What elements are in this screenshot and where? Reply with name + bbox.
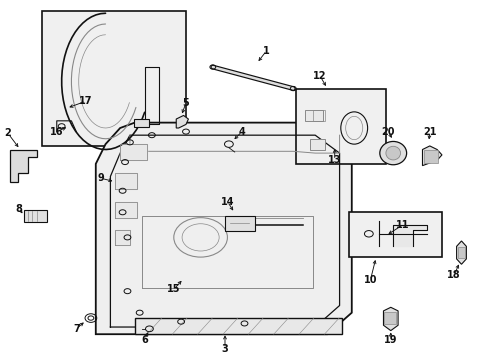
FancyBboxPatch shape bbox=[134, 119, 149, 127]
Polygon shape bbox=[115, 202, 137, 218]
Polygon shape bbox=[383, 307, 397, 330]
Text: 11: 11 bbox=[395, 220, 409, 230]
Text: 5: 5 bbox=[182, 98, 189, 108]
Polygon shape bbox=[456, 241, 466, 264]
Bar bbox=[457, 247, 464, 258]
Polygon shape bbox=[10, 149, 37, 182]
Bar bbox=[424, 150, 437, 163]
Text: 2: 2 bbox=[4, 129, 11, 138]
Text: 6: 6 bbox=[141, 334, 147, 345]
Polygon shape bbox=[96, 123, 351, 334]
Text: 13: 13 bbox=[327, 155, 341, 165]
Text: 1: 1 bbox=[263, 46, 269, 56]
Polygon shape bbox=[176, 116, 188, 128]
Bar bbox=[42, 12, 185, 146]
Ellipse shape bbox=[385, 146, 400, 160]
Text: 19: 19 bbox=[383, 334, 397, 345]
Text: 7: 7 bbox=[73, 324, 80, 334]
Text: 9: 9 bbox=[97, 173, 104, 183]
Polygon shape bbox=[115, 230, 130, 244]
Text: 21: 21 bbox=[422, 127, 436, 136]
Text: 14: 14 bbox=[220, 197, 234, 207]
Polygon shape bbox=[422, 146, 441, 166]
Text: 17: 17 bbox=[79, 96, 93, 106]
Bar bbox=[305, 110, 322, 121]
Text: 18: 18 bbox=[447, 270, 460, 280]
Bar bbox=[348, 212, 441, 257]
Text: 3: 3 bbox=[221, 343, 228, 354]
Polygon shape bbox=[115, 173, 137, 189]
Text: 16: 16 bbox=[50, 127, 63, 136]
Bar bbox=[312, 110, 325, 121]
FancyBboxPatch shape bbox=[23, 210, 46, 222]
Bar bbox=[310, 139, 325, 149]
Text: 12: 12 bbox=[313, 71, 326, 81]
FancyBboxPatch shape bbox=[224, 216, 254, 230]
Text: 10: 10 bbox=[363, 275, 376, 285]
Text: 15: 15 bbox=[167, 284, 180, 294]
Bar bbox=[295, 89, 385, 164]
Text: 20: 20 bbox=[381, 127, 394, 136]
Bar bbox=[384, 312, 395, 324]
Polygon shape bbox=[392, 225, 427, 246]
Polygon shape bbox=[120, 144, 147, 160]
Polygon shape bbox=[135, 318, 341, 334]
Text: 4: 4 bbox=[238, 127, 245, 136]
Text: 8: 8 bbox=[16, 204, 22, 214]
Ellipse shape bbox=[379, 141, 406, 165]
